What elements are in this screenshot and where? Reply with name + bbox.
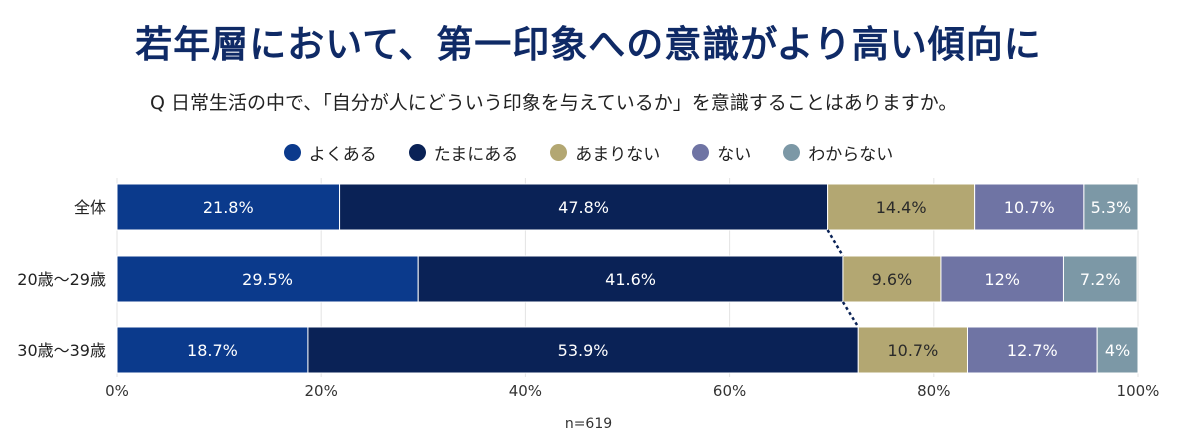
data-label: 12% [984, 270, 1020, 289]
legend-label: わからない [808, 145, 894, 165]
legend-swatch [283, 144, 301, 161]
bar-segment [940, 255, 1064, 303]
legend-item-3: あまりない [550, 140, 660, 165]
category-label: 30歳〜39歳 [17, 341, 106, 360]
bar-segment [857, 326, 968, 374]
data-label: 53.9% [558, 341, 609, 360]
x-tick-label: 100% [1117, 382, 1160, 400]
data-label: 9.6% [872, 270, 913, 289]
bar-segment [307, 326, 859, 374]
sample-size-note: n=619 [564, 416, 613, 432]
chart-legend: よくある たまにある あまりない ない わからない [0, 140, 1177, 165]
bar-segment [1062, 255, 1138, 303]
x-tick-label: 80% [917, 382, 950, 400]
data-label: 29.5% [242, 270, 293, 289]
legend-label: ない [717, 145, 752, 165]
legend-swatch [692, 144, 710, 161]
bar-segment [1083, 183, 1139, 231]
bar-segment [827, 183, 976, 231]
x-tick-label: 40% [509, 382, 542, 400]
legend-item-5: わからない [783, 140, 893, 165]
legend-item-1: よくある [283, 140, 377, 165]
data-label: 18.7% [187, 341, 238, 360]
bar-segment [116, 326, 309, 374]
connector-line [841, 301, 860, 328]
data-label: 47.8% [558, 198, 609, 217]
page-title: 若年層において、第一印象への意識がより高い傾向に [135, 23, 1042, 66]
bar-segment [417, 255, 844, 303]
x-tick-label: 0% [105, 382, 129, 400]
legend-swatch [783, 144, 801, 161]
legend-swatch [550, 144, 568, 161]
bar-segment [974, 183, 1085, 231]
legend-item-2: たまにある [408, 140, 519, 165]
x-tick-label: 20% [305, 382, 338, 400]
legend-swatch [408, 144, 426, 161]
data-label: 10.7% [1004, 198, 1055, 217]
data-label: 14.4% [876, 198, 927, 217]
data-label: 5.3% [1091, 198, 1132, 217]
data-label: 10.7% [887, 341, 938, 360]
bar-segment [116, 183, 341, 231]
connector-line [826, 229, 845, 257]
data-label: 7.2% [1080, 270, 1121, 289]
data-label: 4% [1105, 341, 1130, 360]
bar-segment [842, 255, 942, 303]
data-label: 41.6% [605, 270, 656, 289]
data-label: 12.7% [1007, 341, 1058, 360]
question-text: Q 日常生活の中で、「自分が人にどういう印象を与えているか」を意識することはあり… [150, 92, 958, 114]
legend-label: あまりない [575, 145, 661, 165]
category-label: 20歳〜29歳 [17, 270, 106, 289]
legend-label: よくある [308, 145, 377, 165]
bar-segment [966, 326, 1098, 374]
legend-label: たまにある [433, 145, 519, 165]
bar-segment [116, 255, 419, 303]
legend-item-4: ない [692, 140, 751, 165]
bar-segment [1096, 326, 1139, 374]
x-tick-label: 60% [713, 382, 746, 400]
data-label: 21.8% [203, 198, 254, 217]
category-label: 全体 [74, 198, 106, 217]
bar-segment [339, 183, 829, 231]
